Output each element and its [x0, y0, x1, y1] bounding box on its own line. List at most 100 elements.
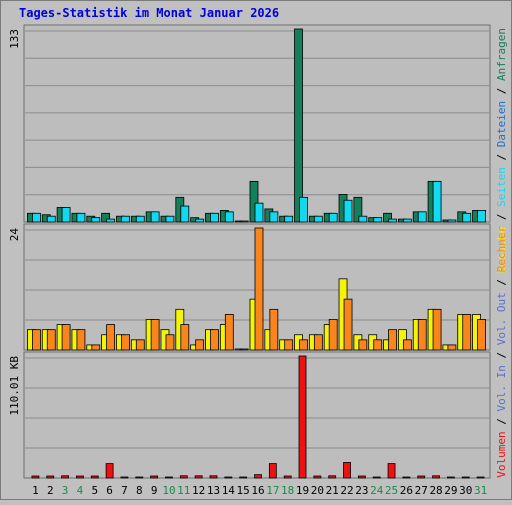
legend-separator: /	[495, 272, 508, 292]
bar-seiten-day-9	[150, 211, 160, 223]
bar-volumen-day-6	[105, 463, 114, 479]
bar-volumen-day-7	[120, 476, 129, 479]
bar-volumen-day-14	[224, 476, 233, 479]
bar-volumen-day-9	[150, 475, 159, 479]
bar-volumen-day-12	[194, 475, 203, 479]
bar-volumen-day-27	[417, 475, 426, 479]
x-tick-label: 18	[281, 484, 294, 497]
bar-rechner-day-14	[224, 314, 234, 351]
bar-seiten-day-12	[195, 218, 205, 223]
bar-rechner-day-29	[447, 344, 457, 351]
legend-requests: Besuche / Seiten / Dateien / Anfragen	[495, 28, 508, 273]
y-max-label-visits: 24	[8, 228, 21, 242]
bar-anfragen-day-25	[383, 212, 392, 223]
bar-seiten-day-11	[180, 205, 190, 223]
bar-seiten-day-21	[328, 212, 338, 223]
bar-seiten-day-23	[358, 215, 368, 223]
bar-rechner-day-12	[195, 339, 205, 351]
x-tick-label: 7	[121, 484, 128, 497]
x-tick-label: 10	[162, 484, 175, 497]
bar-volumen-day-24	[372, 476, 381, 479]
x-tick-label: 20	[311, 484, 324, 497]
panel-visits: 24	[8, 223, 491, 351]
bar-rechner-day-20	[313, 334, 323, 351]
bar-volumen-day-13	[209, 475, 218, 479]
bar-volumen-day-29	[447, 476, 455, 479]
bar-seiten-day-15	[239, 220, 249, 223]
bar-volumen-day-26	[402, 476, 411, 479]
x-tick-label: 30	[459, 484, 472, 497]
y-max-label-volume: 110.01 KB	[8, 356, 21, 416]
bar-volumen-day-2	[46, 475, 55, 479]
x-tick-label: 31	[474, 484, 487, 497]
legend-item: Dateien	[495, 101, 508, 147]
bar-seiten-day-29	[447, 219, 457, 223]
bar-rechner-day-28	[432, 308, 442, 351]
bar-rechner-day-18	[284, 339, 294, 351]
bar-seiten-day-7	[121, 215, 130, 223]
bar-volumen-day-19	[298, 355, 307, 479]
bar-rechner-day-15	[239, 348, 249, 351]
x-tick-label: 17	[266, 484, 279, 497]
legend-separator: /	[495, 345, 508, 365]
x-tick-label: 24	[370, 484, 384, 497]
bar-rechner-day-16	[254, 227, 264, 351]
bar-rechner-day-7	[121, 334, 130, 351]
x-tick-label: 21	[326, 484, 339, 497]
legend-separator: /	[495, 147, 508, 167]
bar-volumen-day-25	[387, 463, 396, 479]
legend-text-requests: Besuche / Seiten / Dateien / Anfragen	[495, 28, 508, 273]
x-tick-label: 13	[207, 484, 220, 497]
x-axis-day-labels: 1 2 3 4 5 6 7 8 9 10 11 12 13 14 15 16 17 18 19 20 21 22 23 24 2…	[32, 484, 487, 497]
bar-seiten-day-1	[32, 212, 41, 223]
y-max-label-requests: 133	[8, 29, 21, 49]
legend-separator: /	[495, 207, 508, 227]
legend-item: Seiten	[495, 167, 508, 207]
bar-seiten-day-10	[165, 215, 175, 223]
bar-seiten-day-25	[388, 218, 397, 223]
bar-volumen-day-10	[165, 476, 173, 479]
x-tick-label: 23	[355, 484, 368, 497]
bar-volumen-day-5	[90, 475, 99, 479]
bar-seiten-day-17	[269, 211, 279, 223]
x-tick-label: 26	[400, 484, 413, 497]
bar-seiten-day-24	[373, 217, 383, 223]
bar-seiten-day-31	[477, 209, 486, 223]
bar-seiten-day-3	[61, 207, 71, 223]
x-tick-label: 11	[177, 484, 190, 497]
bar-volumen-day-21	[328, 475, 337, 479]
bar-volumen-day-23	[357, 475, 366, 479]
bar-volumen-day-3	[61, 475, 69, 479]
legend-separator: /	[495, 411, 508, 431]
legend-visits-volume: Volumen / Vol. In / Vol. Out / Rechner	[495, 226, 508, 478]
bar-seiten-day-27	[417, 211, 427, 223]
bar-volumen-day-28	[432, 475, 440, 479]
bar-rechner-day-5	[91, 344, 101, 351]
bar-rechner-day-10	[165, 334, 175, 351]
bar-rechner-day-6	[106, 324, 116, 351]
bar-seiten-day-4	[76, 212, 86, 223]
bar-volumen-day-11	[179, 475, 188, 479]
x-tick-label: 29	[444, 484, 457, 497]
bar-rechner-day-25	[388, 329, 397, 351]
chart-title: Tages-Statistik im Monat Januar 2026	[19, 6, 279, 20]
bar-rechner-day-4	[76, 329, 86, 351]
x-tick-label: 15	[237, 484, 250, 497]
x-tick-label: 2	[47, 484, 54, 497]
x-tick-label: 5	[91, 484, 98, 497]
x-tick-label: 1	[32, 484, 39, 497]
legend-item: Rechner	[495, 226, 508, 273]
x-tick-label: 9	[151, 484, 158, 497]
x-tick-label: 3	[62, 484, 69, 497]
bar-rechner-day-23	[358, 339, 368, 351]
bar-volumen-day-18	[283, 475, 292, 479]
bar-seiten-day-2	[46, 215, 56, 223]
legend-text-visits-volume: Volumen / Vol. In / Vol. Out / Rechner	[495, 226, 508, 478]
legend-item: Anfragen	[495, 28, 508, 81]
legend-item: Vol. Out	[495, 292, 508, 345]
bar-seiten-day-16	[254, 202, 264, 223]
bar-volumen-day-17	[268, 463, 277, 479]
x-tick-label: 19	[296, 484, 309, 497]
x-tick-label: 4	[77, 484, 84, 497]
